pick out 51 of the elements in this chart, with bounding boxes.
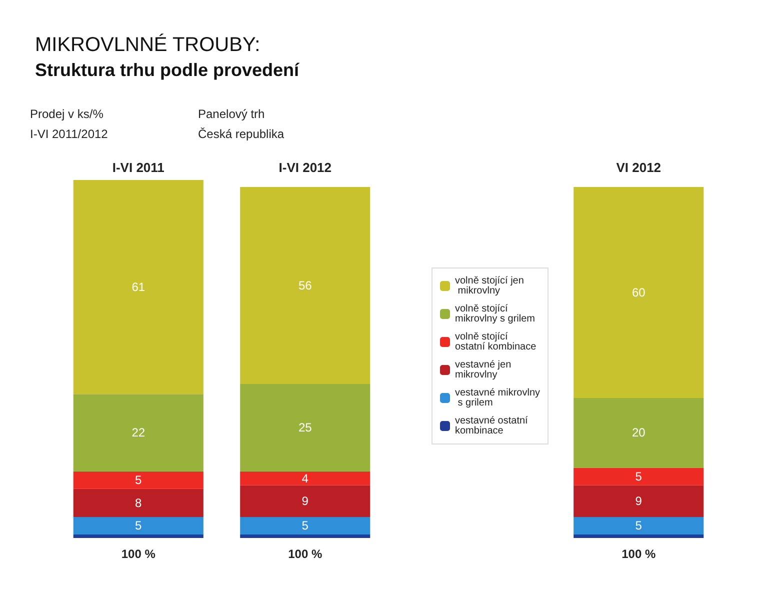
legend-label: volně stojící mikrovlny s grilem: [455, 304, 536, 324]
bar: [240, 485, 370, 517]
data-label: 5: [302, 518, 309, 533]
data-label: 5: [135, 473, 142, 488]
bar: [240, 471, 370, 486]
total-label: 100 %: [622, 547, 656, 561]
bar: [73, 534, 204, 538]
data-label: 56: [298, 278, 312, 292]
bar: [574, 187, 704, 398]
data-label: 4: [302, 471, 309, 486]
bar: [574, 398, 704, 468]
bar: [240, 534, 370, 538]
legend-label: vestavné ostatní kombinace: [455, 416, 531, 436]
bar: [73, 394, 204, 472]
data-label: 5: [635, 518, 642, 533]
total-label: 100 %: [288, 547, 322, 561]
bar: [574, 468, 704, 486]
legend-label: volně stojící jen mikrovlny: [455, 276, 524, 296]
data-label: 20: [632, 426, 646, 440]
text: Prodej v ks/%: [30, 107, 104, 121]
data-label: 8: [135, 496, 142, 510]
x-tick-label: I-VI 2011: [112, 160, 164, 175]
bar: [240, 384, 370, 472]
legend-label: vestavné mikrovlny s grilem: [455, 388, 540, 408]
legend-label: volně stojící ostatní kombinace: [455, 332, 537, 352]
bar: [574, 485, 704, 517]
bar: [574, 516, 704, 534]
bar: [73, 471, 204, 489]
bar: [73, 488, 204, 517]
text: I-VI 2011/2012: [30, 127, 108, 141]
x-tick-label: VI 2012: [616, 160, 662, 175]
data-label: 22: [132, 426, 146, 440]
data-label: 61: [132, 280, 146, 294]
data-label: 9: [635, 494, 642, 508]
data-label: 25: [298, 420, 312, 434]
x-tick-label: I-VI 2012: [278, 160, 332, 175]
chart-title: MIKROVLNNÉ TROUBY:: [35, 33, 260, 56]
legend-label: vestavné jen mikrovlny: [455, 360, 514, 380]
data-label: 5: [135, 518, 142, 533]
text: Panelový trh: [198, 107, 265, 121]
bar: [240, 516, 370, 534]
total-label: 100 %: [121, 547, 156, 561]
bar: [73, 180, 204, 394]
bar: [574, 534, 704, 538]
data-label: 5: [635, 470, 642, 484]
data-label: 60: [632, 285, 646, 300]
text: Česká republika: [198, 127, 284, 141]
data-label: 9: [302, 494, 309, 508]
bar: [73, 516, 204, 534]
bar: [240, 187, 370, 384]
chart-subtitle: Struktura trhu podle provedení: [35, 60, 300, 80]
